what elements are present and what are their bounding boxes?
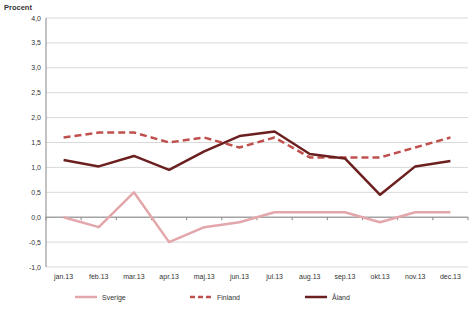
x-tick-label: okt.13	[371, 273, 390, 280]
legend-label: Finland	[217, 294, 240, 301]
grid-line	[46, 117, 468, 118]
x-tick-label: nov.13	[405, 273, 426, 280]
x-tick-label: jan.13	[53, 273, 73, 281]
legend-label: Sverige	[102, 294, 126, 302]
x-tick	[327, 217, 328, 220]
grid-line	[46, 92, 468, 93]
y-tick-label: -0,5	[29, 239, 41, 246]
y-tick-label: 0,0	[31, 214, 41, 221]
y-tick-label: 0,5	[31, 189, 41, 196]
x-tick-label: sep.13	[334, 273, 355, 281]
x-tick	[221, 217, 222, 220]
legend-key	[190, 296, 212, 299]
grid-line	[46, 242, 468, 243]
y-tick-label: 3,0	[31, 64, 41, 71]
y-tick-label: 4,0	[31, 15, 41, 22]
chart: Procent -1,0 -0,5 0,0 0,5 1,0 1,5 2,0 2,5 3,0 3,5 4…	[0, 0, 475, 309]
grid-line	[46, 167, 468, 168]
legend-key	[305, 296, 327, 299]
x-tick-label: dec.13	[440, 273, 461, 280]
x-tick	[116, 217, 117, 220]
x-tick	[432, 217, 433, 220]
grid-line	[46, 67, 468, 68]
y-tick-label: -1,0	[29, 264, 41, 271]
x-tick	[186, 217, 187, 220]
x-tick	[292, 217, 293, 220]
grid-line	[46, 142, 468, 143]
series-line	[64, 132, 451, 195]
x-tick-label: jun.13	[229, 273, 249, 281]
x-tick	[468, 217, 469, 220]
grid-line	[46, 18, 468, 19]
plot-area	[64, 132, 451, 243]
grid-line	[46, 42, 468, 43]
series-line	[64, 133, 451, 158]
y-tick-label: 1,5	[31, 139, 41, 146]
series-line	[64, 192, 451, 242]
y-tick-label: 1,0	[31, 164, 41, 171]
x-tick-label: mar.13	[123, 273, 145, 280]
y-tick-label: 2,5	[31, 89, 41, 96]
legend-label: Åland	[332, 293, 350, 301]
x-tick	[81, 217, 82, 220]
x-tick-label: aug.13	[299, 273, 321, 281]
legend-key	[75, 296, 97, 299]
grid-line	[46, 192, 468, 193]
y-axis	[46, 18, 47, 267]
x-tick-label: apr.13	[159, 273, 179, 281]
y-tick-label: 3,5	[31, 39, 41, 46]
x-tick-label: maj.13	[194, 273, 215, 281]
x-tick	[46, 217, 47, 220]
grid-line	[46, 267, 468, 268]
y-axis-label: Procent	[4, 3, 32, 12]
x-tick-label: feb.13	[89, 273, 109, 280]
y-tick-label: 2,0	[31, 114, 41, 121]
x-tick-label: jul.13	[265, 273, 283, 281]
